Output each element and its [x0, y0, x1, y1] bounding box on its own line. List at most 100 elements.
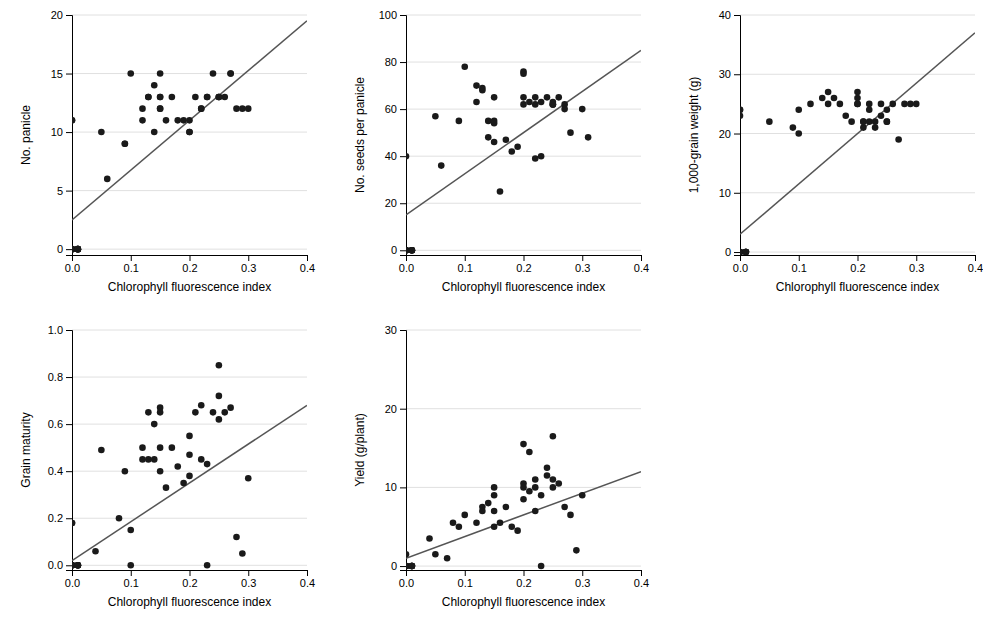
point [72, 117, 75, 124]
y-tick-mark [400, 109, 406, 110]
x-tick: 0.3 [575, 255, 590, 274]
point [204, 94, 211, 101]
x-tick-label: 0.3 [575, 577, 590, 589]
point [157, 94, 164, 101]
y-tick-mark [400, 156, 406, 157]
grid-line [740, 192, 975, 193]
x-tick: 0.0 [399, 570, 414, 589]
y-axis: 0102030 [385, 324, 407, 572]
x-tick-mark [916, 255, 917, 261]
x-axis-title: Chlorophyll fluorescence index [108, 595, 271, 609]
y-tick-label: 0.2 [48, 512, 63, 524]
point [520, 441, 527, 448]
point [866, 118, 873, 125]
y-tick-mark [734, 134, 740, 135]
point [491, 139, 498, 146]
point [550, 476, 557, 483]
point [573, 547, 580, 554]
y-tick-label: 10 [51, 126, 63, 138]
point [567, 512, 574, 519]
x-tick-label: 0.1 [458, 577, 473, 589]
panel: 0.00.10.20.30.4010203040Chlorophyll fluo… [687, 9, 983, 294]
y-tick-label: 40 [719, 9, 731, 21]
y-axis: 05101520 [51, 9, 73, 255]
point [145, 94, 152, 101]
y-tick-label: 5 [57, 185, 63, 197]
point [210, 70, 217, 77]
point [508, 148, 515, 155]
point [409, 563, 416, 570]
y-tick: 40 [385, 150, 406, 162]
x-axis-title: Chlorophyll fluorescence index [108, 280, 271, 294]
x-axis-line [741, 256, 976, 262]
point [127, 70, 134, 77]
x-tick-mark [975, 255, 976, 261]
grid-line [72, 518, 307, 519]
point [497, 188, 504, 195]
y-tick: 10 [51, 126, 72, 138]
regression-line [406, 50, 641, 215]
point [520, 94, 527, 101]
y-tick: 40 [719, 9, 740, 21]
point [72, 117, 75, 124]
point [854, 101, 861, 108]
regression-line [72, 405, 307, 560]
y-tick-label: 10 [719, 187, 731, 199]
point [526, 99, 533, 106]
point [842, 112, 849, 119]
y-tick: 0.8 [48, 371, 72, 383]
y-tick-label: 0.8 [48, 371, 63, 383]
y-tick-label: 0 [391, 560, 397, 572]
x-axis-line [73, 256, 308, 262]
x-tick-label: 0.4 [968, 262, 983, 274]
x-tick: 0.3 [909, 255, 924, 274]
point [740, 112, 743, 119]
point [743, 249, 750, 255]
plot-area [406, 433, 641, 569]
point [151, 456, 158, 463]
x-tick: 0.1 [792, 255, 807, 274]
x-axis: 0.00.10.20.30.4 [65, 570, 315, 589]
point [514, 143, 521, 150]
point [532, 94, 539, 101]
grid [72, 330, 307, 565]
x-tick-mark [131, 570, 132, 576]
point [169, 444, 176, 451]
point [198, 456, 205, 463]
y-tick-mark [66, 424, 72, 425]
x-tick-mark [248, 570, 249, 576]
point [75, 246, 82, 253]
point [216, 94, 223, 101]
y-axis: 020406080100 [379, 9, 407, 256]
point [239, 105, 246, 112]
grid-line [406, 566, 641, 567]
point [198, 105, 205, 112]
x-tick-mark [858, 255, 859, 261]
point [854, 101, 861, 108]
y-tick-label: 10 [385, 481, 397, 493]
x-tick-mark [190, 255, 191, 261]
point [526, 488, 533, 495]
point [174, 117, 181, 124]
point [579, 492, 586, 499]
x-tick: 0.1 [458, 570, 473, 589]
y-tick-mark [400, 250, 406, 251]
point [550, 433, 557, 440]
point [157, 105, 164, 112]
x-tick-mark [641, 570, 642, 576]
point [491, 523, 498, 530]
y-tick-label: 1.0 [48, 324, 63, 336]
point [743, 249, 750, 255]
y-tick: 20 [719, 128, 740, 140]
y-axis-line [66, 331, 73, 571]
point [75, 246, 82, 253]
point [889, 101, 896, 108]
regression-line [72, 21, 307, 220]
point [157, 468, 164, 475]
x-tick-label: 0.0 [733, 262, 748, 274]
y-tick-label: 0.6 [48, 418, 63, 430]
point [503, 504, 510, 511]
grid-line [72, 15, 307, 16]
point [860, 118, 867, 125]
y-tick: 0 [391, 560, 406, 572]
